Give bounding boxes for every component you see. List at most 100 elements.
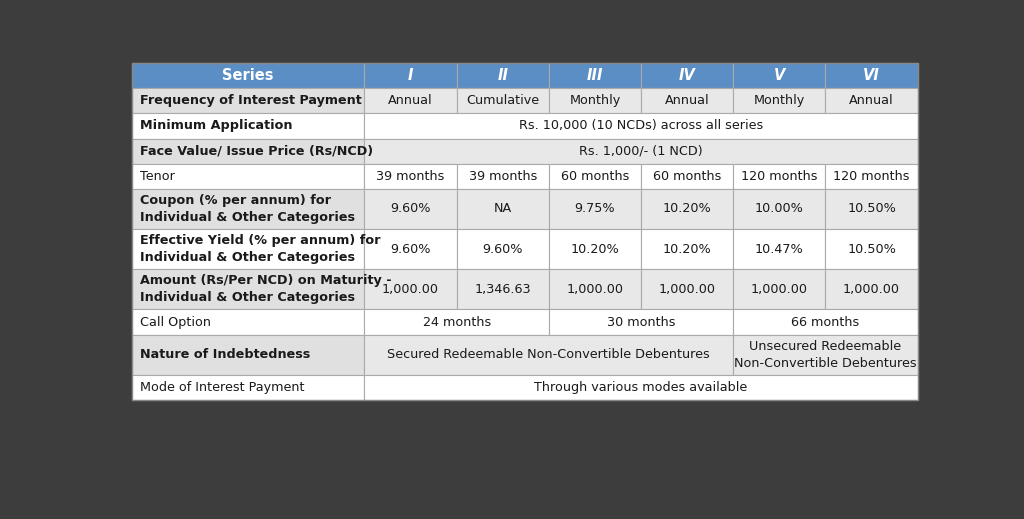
Bar xyxy=(365,163,457,189)
Bar xyxy=(365,309,549,335)
Bar xyxy=(549,229,641,269)
Bar xyxy=(641,269,733,309)
Bar xyxy=(132,269,365,309)
Text: I: I xyxy=(408,68,414,83)
Text: 1,000.00: 1,000.00 xyxy=(382,283,439,296)
Text: Rs. 1,000/- (1 NCD): Rs. 1,000/- (1 NCD) xyxy=(580,145,702,158)
Bar xyxy=(457,269,549,309)
Bar xyxy=(365,189,457,229)
Text: 9.60%: 9.60% xyxy=(390,242,431,256)
Text: NA: NA xyxy=(494,202,512,215)
Text: Through various modes available: Through various modes available xyxy=(535,381,748,394)
Text: 10.50%: 10.50% xyxy=(847,242,896,256)
Text: Annual: Annual xyxy=(849,94,894,107)
Bar xyxy=(825,88,918,113)
Text: Rs. 10,000 (10 NCDs) across all series: Rs. 10,000 (10 NCDs) across all series xyxy=(519,119,763,132)
Bar xyxy=(733,189,825,229)
Text: 1,000.00: 1,000.00 xyxy=(566,283,624,296)
Bar xyxy=(132,163,365,189)
Bar xyxy=(733,309,918,335)
Text: VI: VI xyxy=(863,68,880,83)
Bar xyxy=(641,229,733,269)
Bar xyxy=(733,63,825,88)
Text: Cumulative: Cumulative xyxy=(466,94,540,107)
Bar xyxy=(457,88,549,113)
Bar xyxy=(549,269,641,309)
Bar xyxy=(641,88,733,113)
Bar xyxy=(457,189,549,229)
Text: II: II xyxy=(498,68,508,83)
Bar xyxy=(825,163,918,189)
Bar xyxy=(365,335,733,375)
Text: 1,346.63: 1,346.63 xyxy=(474,283,531,296)
Text: 1,000.00: 1,000.00 xyxy=(751,283,808,296)
Bar xyxy=(825,269,918,309)
Bar xyxy=(132,309,365,335)
Bar xyxy=(641,163,733,189)
Bar xyxy=(132,139,365,163)
Text: 10.20%: 10.20% xyxy=(663,242,712,256)
Bar xyxy=(365,139,918,163)
Text: 60 months: 60 months xyxy=(561,170,629,183)
Text: 10.20%: 10.20% xyxy=(663,202,712,215)
Text: Coupon (% per annum) for
Individual & Other Categories: Coupon (% per annum) for Individual & Ot… xyxy=(140,194,355,224)
Text: 24 months: 24 months xyxy=(423,316,490,329)
Text: III: III xyxy=(587,68,603,83)
Bar xyxy=(365,375,918,400)
Text: 9.75%: 9.75% xyxy=(574,202,615,215)
Text: V: V xyxy=(774,68,785,83)
Text: Tenor: Tenor xyxy=(140,170,175,183)
Bar xyxy=(457,229,549,269)
Text: Nature of Indebtedness: Nature of Indebtedness xyxy=(140,348,310,361)
Text: Minimum Application: Minimum Application xyxy=(140,119,293,132)
Text: 9.60%: 9.60% xyxy=(390,202,431,215)
Bar xyxy=(549,309,733,335)
Bar xyxy=(733,88,825,113)
Bar xyxy=(549,88,641,113)
Bar xyxy=(132,189,365,229)
Bar xyxy=(733,229,825,269)
Text: 10.00%: 10.00% xyxy=(755,202,804,215)
Bar xyxy=(825,189,918,229)
Text: 1,000.00: 1,000.00 xyxy=(658,283,716,296)
Bar xyxy=(733,163,825,189)
Bar xyxy=(457,163,549,189)
Bar xyxy=(132,88,365,113)
Bar xyxy=(825,229,918,269)
Text: 9.60%: 9.60% xyxy=(482,242,523,256)
Text: Face Value/ Issue Price (Rs/NCD): Face Value/ Issue Price (Rs/NCD) xyxy=(140,145,373,158)
Text: Secured Redeemable Non-Convertible Debentures: Secured Redeemable Non-Convertible Deben… xyxy=(387,348,711,361)
Bar xyxy=(132,375,365,400)
Bar xyxy=(549,189,641,229)
Text: Monthly: Monthly xyxy=(754,94,805,107)
Bar xyxy=(641,189,733,229)
Text: Call Option: Call Option xyxy=(140,316,211,329)
Bar xyxy=(132,335,365,375)
Bar xyxy=(549,63,641,88)
Bar xyxy=(132,63,918,400)
Text: 10.50%: 10.50% xyxy=(847,202,896,215)
Text: Amount (Rs/Per NCD) on Maturity -
Individual & Other Categories: Amount (Rs/Per NCD) on Maturity - Indivi… xyxy=(140,275,391,304)
Bar xyxy=(733,269,825,309)
Bar xyxy=(132,113,365,139)
Bar xyxy=(365,269,457,309)
Text: 10.20%: 10.20% xyxy=(570,242,620,256)
Bar xyxy=(132,229,365,269)
Bar xyxy=(365,229,457,269)
Text: Annual: Annual xyxy=(388,94,433,107)
Text: Series: Series xyxy=(222,68,274,83)
Text: 39 months: 39 months xyxy=(469,170,537,183)
Text: 30 months: 30 months xyxy=(607,316,675,329)
Bar xyxy=(825,63,918,88)
Bar xyxy=(733,335,918,375)
Bar xyxy=(365,63,457,88)
Text: IV: IV xyxy=(679,68,695,83)
Text: Monthly: Monthly xyxy=(569,94,621,107)
Text: 66 months: 66 months xyxy=(792,316,859,329)
Bar xyxy=(365,113,918,139)
Bar xyxy=(365,88,457,113)
Text: Frequency of Interest Payment: Frequency of Interest Payment xyxy=(140,94,361,107)
Text: Effective Yield (% per annum) for
Individual & Other Categories: Effective Yield (% per annum) for Indivi… xyxy=(140,234,380,264)
Text: 39 months: 39 months xyxy=(377,170,444,183)
Text: Unsecured Redeemable
Non-Convertible Debentures: Unsecured Redeemable Non-Convertible Deb… xyxy=(734,340,916,370)
